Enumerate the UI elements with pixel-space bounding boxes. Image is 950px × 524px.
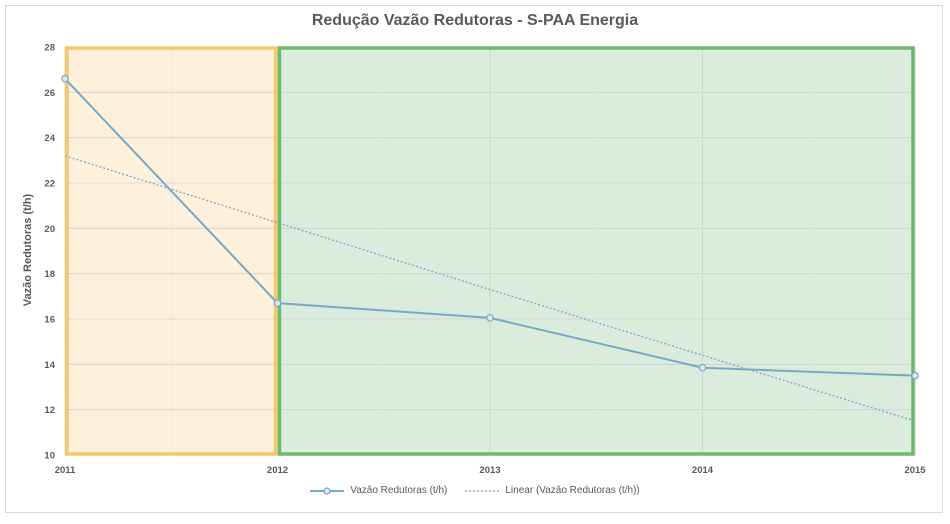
y-tick-label: 28 bbox=[44, 43, 55, 54]
legend-label-series: Vazão Redutoras (t/h) bbox=[350, 485, 448, 496]
legend-item-series: Vazão Redutoras (t/h) bbox=[310, 485, 447, 496]
y-tick-label: 10 bbox=[44, 451, 55, 462]
legend-label-trendline: Linear (Vazão Redutoras (t/h)) bbox=[505, 485, 640, 496]
y-tick-label: 20 bbox=[44, 224, 55, 235]
data-point bbox=[61, 74, 69, 83]
x-tick-label: 2011 bbox=[55, 465, 76, 476]
y-tick-label: 18 bbox=[44, 269, 55, 280]
legend-item-trendline: Linear (Vazão Redutoras (t/h)) bbox=[465, 485, 640, 496]
region-border-1 bbox=[277, 46, 915, 456]
trendline bbox=[64, 155, 916, 422]
data-point bbox=[698, 363, 707, 372]
x-tick-label: 2012 bbox=[267, 465, 288, 476]
legend-dotted-line-icon bbox=[465, 489, 500, 492]
x-tick-label: 2014 bbox=[692, 465, 714, 476]
data-point bbox=[486, 314, 494, 322]
y-tick-label: 14 bbox=[44, 360, 55, 371]
legend-line-marker-icon bbox=[310, 486, 345, 495]
region-border-0 bbox=[65, 46, 278, 456]
y-tick-label: 26 bbox=[44, 88, 55, 99]
x-tick-label: 2013 bbox=[479, 465, 500, 476]
data-point bbox=[273, 299, 282, 307]
y-tick-label: 16 bbox=[44, 315, 55, 326]
y-tick-label: 24 bbox=[44, 133, 55, 144]
y-tick-label: 22 bbox=[44, 179, 55, 190]
x-tick-label: 2015 bbox=[904, 465, 926, 476]
legend: Vazão Redutoras (t/h) Linear (Vazão Redu… bbox=[0, 485, 950, 496]
y-tick-label: 12 bbox=[44, 405, 55, 416]
chart-title: Redução Vazão Redutoras - S-PAA Energia bbox=[311, 12, 639, 29]
data-point bbox=[911, 371, 919, 380]
